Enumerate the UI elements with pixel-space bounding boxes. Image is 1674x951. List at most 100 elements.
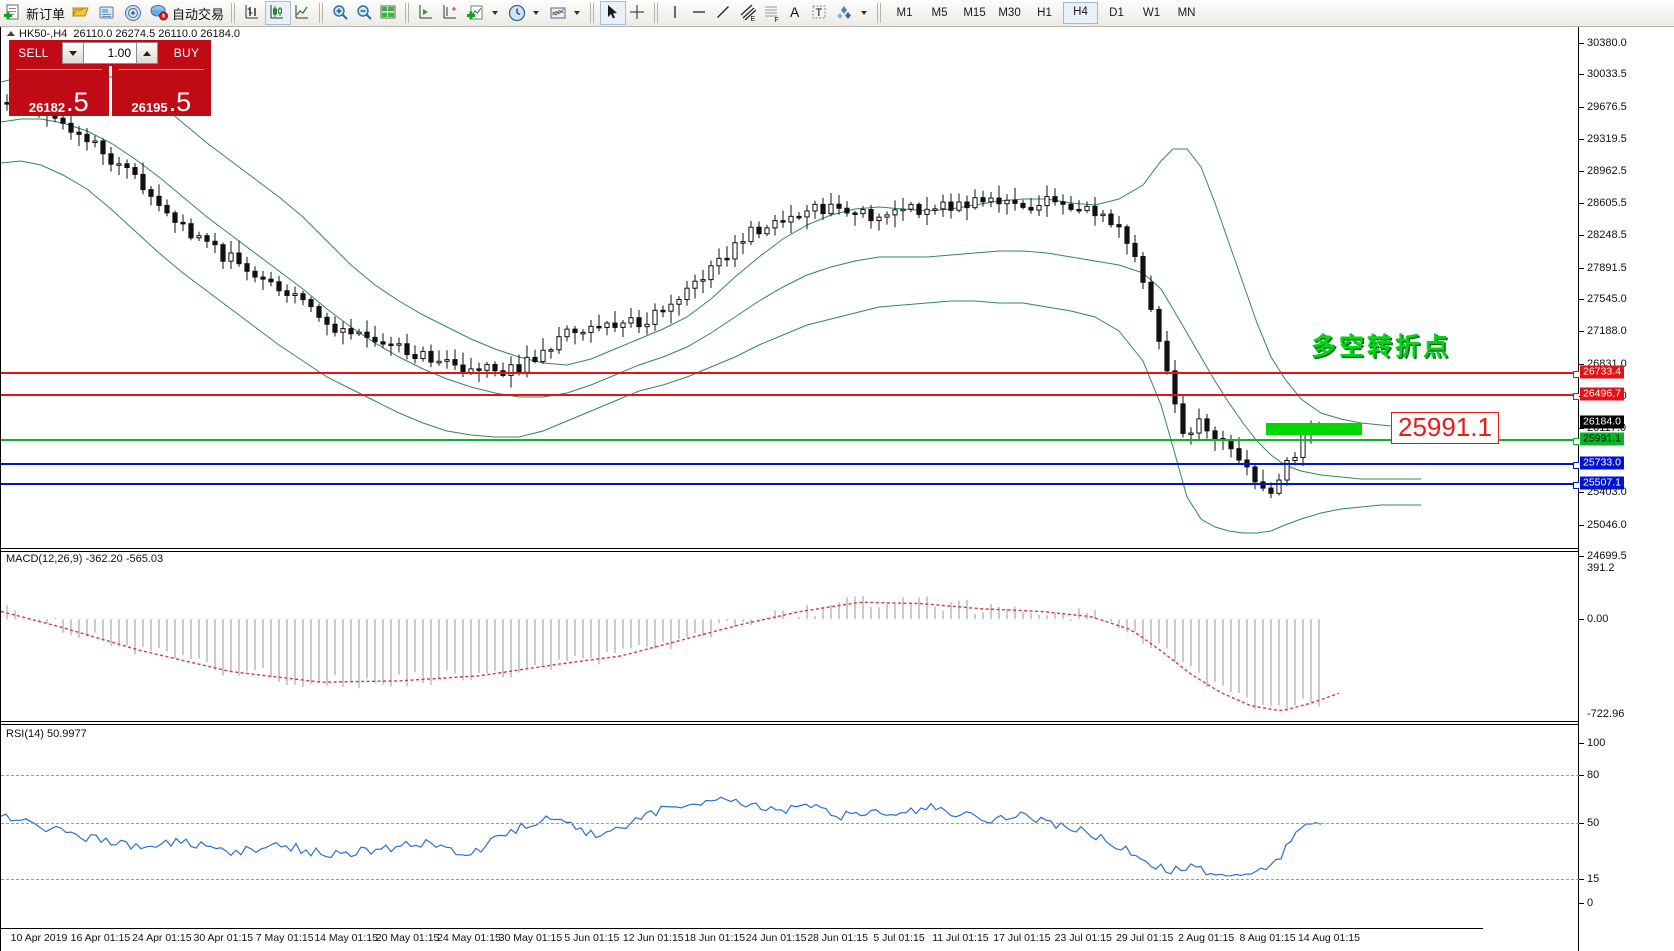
volume-input[interactable]: 1.00 <box>84 42 136 64</box>
vertical-line-button[interactable] <box>664 2 688 24</box>
price-tick <box>1579 235 1584 237</box>
price-level-tag-26733-4[interactable]: 26733.4 <box>1580 365 1624 379</box>
one-click-trading-panel[interactable]: SELL 1.00 BUY <box>9 40 211 116</box>
buy-button[interactable]: BUY <box>162 40 211 66</box>
pane-divider-1[interactable] <box>1 548 1579 549</box>
price-axis[interactable]: 30380.0 30033.5 29676.5 29319.5 28962.5 28605… <box>1578 27 1674 951</box>
time-tick-label: 11 Jul 01:15 <box>932 932 989 944</box>
sell-price-display[interactable]: 26182.5 <box>9 66 109 116</box>
zoom-out-icon <box>355 3 375 23</box>
timeframe-h1[interactable]: H1 <box>1037 7 1052 19</box>
shapes-button[interactable] <box>832 1 873 25</box>
price-tick <box>1579 171 1584 172</box>
zoom-in-button[interactable] <box>329 2 353 24</box>
signals-button[interactable] <box>120 1 146 25</box>
price-level-tag-25507-1[interactable]: 25507.1 <box>1580 476 1624 490</box>
chart-collapse-arrow-icon[interactable] <box>7 31 15 36</box>
indicators-dropdown-caret[interactable] <box>492 11 499 15</box>
line-anchor-handle[interactable] <box>1573 371 1579 379</box>
line-anchor-handle[interactable] <box>1573 392 1579 400</box>
timeframe-m15[interactable]: M15 <box>963 7 986 19</box>
horizontal-line-button[interactable] <box>688 2 712 24</box>
data-window-button[interactable] <box>415 2 439 24</box>
price-box-annotation[interactable]: 25991.1 <box>1391 412 1499 444</box>
fibonacci-button[interactable]: F <box>760 2 784 24</box>
volume-decrease-button[interactable] <box>62 42 84 64</box>
rsi-label[interactable]: RSI(14) 50.9977 <box>6 728 87 740</box>
equidistant-channel-button[interactable]: E <box>736 2 760 24</box>
line-chart-button[interactable] <box>291 2 315 24</box>
svg-text:A: A <box>790 4 800 20</box>
timeframe-mn[interactable]: MN <box>1177 7 1196 19</box>
cursor-button[interactable] <box>600 1 627 25</box>
sell-button[interactable]: SELL <box>9 40 58 66</box>
trendline-button[interactable] <box>712 2 736 24</box>
timeframe-d1[interactable]: D1 <box>1109 7 1124 19</box>
templates-button[interactable] <box>545 1 586 25</box>
candlestick-chart-button[interactable] <box>265 1 292 25</box>
time-axis: 10 Apr 2019 16 Apr 01:15 24 Apr 01:15 30 Ap… <box>1 928 1483 951</box>
time-tick-label: 12 Jun 01:15 <box>622 932 684 944</box>
price-tick <box>1579 138 1584 140</box>
price-tick <box>1579 556 1584 557</box>
rsi-pane[interactable]: RSI(14) 50.9977 <box>1 727 1579 917</box>
toolbar-separator-5 <box>654 3 661 23</box>
rsi-tick-label: 80 <box>1587 769 1600 781</box>
news-button[interactable] <box>94 1 120 25</box>
price-level-tag-25991-1[interactable]: 25991.1 <box>1580 432 1624 446</box>
price-level-line-26496-7[interactable] <box>1 392 1579 400</box>
macd-label[interactable]: MACD(12,26,9) -362.20 -565.03 <box>6 553 164 565</box>
line-anchor-handle[interactable] <box>1573 438 1579 446</box>
macd-pane[interactable]: MACD(12,26,9) -362.20 -565.03 <box>1 552 1579 722</box>
shapes-dropdown-caret[interactable] <box>861 11 868 15</box>
timeframe-m1[interactable]: M1 <box>896 7 913 19</box>
zoom-out-button[interactable] <box>353 2 377 24</box>
price-level-tag-25733-0[interactable]: 25733.0 <box>1580 456 1624 470</box>
time-tick-label: 23 Jul 01:15 <box>1054 932 1112 944</box>
price-level-line-25733-0[interactable] <box>1 461 1579 469</box>
line-anchor-handle[interactable] <box>1573 482 1579 490</box>
line-anchor-handle[interactable] <box>1573 461 1579 469</box>
signals-icon <box>123 3 143 23</box>
volume-increase-button[interactable] <box>136 42 158 64</box>
macd-tick-label: 0.00 <box>1587 613 1609 626</box>
chart-ohlc-text: 26110.0 26274.5 26110.0 26184.0 <box>73 28 241 40</box>
chart-symbol-header: HK50-,H4 26110.0 26274.5 26110.0 26184.0 <box>7 28 240 40</box>
price-tick-label: 25046.0 <box>1587 518 1627 531</box>
price-level-line-25991-1[interactable] <box>1 438 1579 446</box>
text-button[interactable]: A <box>784 2 808 24</box>
timeframe-w1[interactable]: W1 <box>1142 7 1161 19</box>
bar-chart-button[interactable] <box>241 2 265 24</box>
timeframe-h4[interactable]: H4 <box>1063 2 1099 24</box>
tile-windows-button[interactable] <box>377 2 401 24</box>
turning-point-annotation[interactable]: 多空转折点 <box>1311 332 1452 361</box>
price-level-line-25507-1[interactable] <box>1 482 1579 490</box>
volume-stepper[interactable]: 1.00 <box>58 40 162 66</box>
crosshair-button[interactable] <box>626 2 650 24</box>
text-label-button[interactable]: T <box>808 2 832 24</box>
price-level-tag-26184-0[interactable]: 26184.0 <box>1580 415 1624 429</box>
buy-price-display[interactable]: 26195.5 <box>111 66 211 116</box>
timeframe-m30[interactable]: M30 <box>998 7 1021 19</box>
auto-trading-button[interactable]: 自动交易 <box>146 1 227 25</box>
price-level-tag-26496-7[interactable]: 26496.7 <box>1580 387 1624 401</box>
price-level-line-26733-4[interactable] <box>1 371 1579 379</box>
chevron-up-icon <box>143 50 151 56</box>
templates-dropdown-caret[interactable] <box>574 11 581 15</box>
chart-plot-area[interactable]: HK50-,H4 26110.0 26274.5 26110.0 26184.0 <box>1 27 1579 951</box>
folder-button[interactable] <box>68 1 94 25</box>
bar-chart-icon <box>243 3 263 23</box>
indicators-button[interactable] <box>463 1 504 25</box>
chart-window: HK50-,H4 26110.0 26274.5 26110.0 26184.0 <box>0 27 1674 951</box>
highlight-rectangle[interactable] <box>1266 423 1362 435</box>
grid-button[interactable] <box>439 2 463 24</box>
pane-divider-2[interactable] <box>1 721 1579 722</box>
time-tick-label: 24 May 01:15 <box>437 932 501 944</box>
candlestick-chart-icon <box>268 3 288 23</box>
price-tick-label: 27545.0 <box>1587 293 1627 306</box>
price-pane[interactable]: HK50-,H4 26110.0 26274.5 26110.0 26184.0 <box>1 27 1579 548</box>
new-order-button[interactable]: 新订单 <box>0 1 68 25</box>
periods-dropdown-caret[interactable] <box>533 11 540 15</box>
timeframe-m5[interactable]: M5 <box>931 7 948 19</box>
periods-button[interactable] <box>504 1 545 25</box>
